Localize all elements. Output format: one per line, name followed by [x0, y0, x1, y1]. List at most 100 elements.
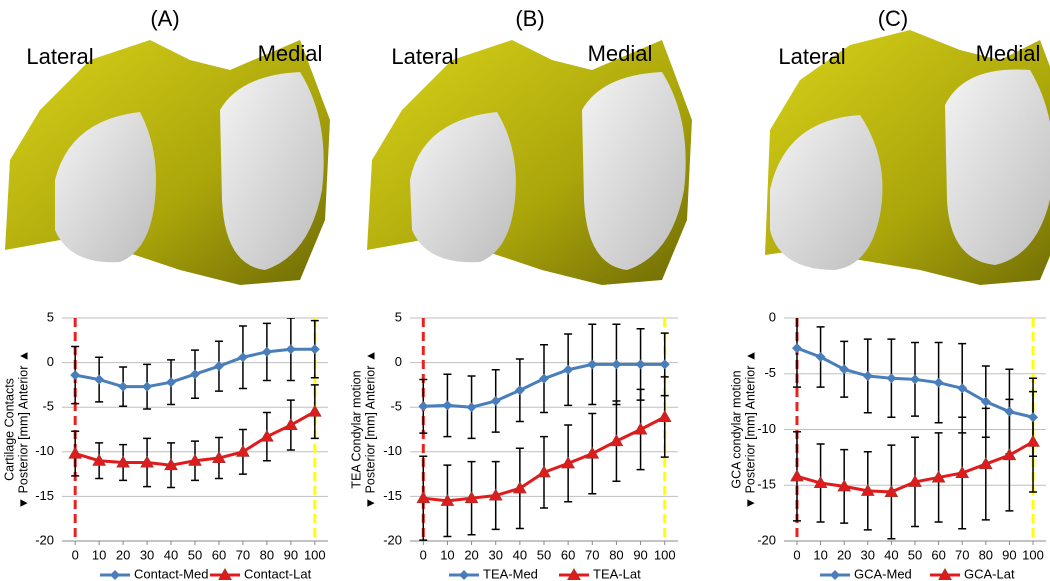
point — [1002, 448, 1017, 461]
point — [931, 470, 946, 483]
x-tick-label: 70 — [955, 547, 969, 562]
x-tick-label: 0 — [420, 547, 427, 562]
point — [657, 410, 672, 423]
point — [790, 469, 804, 482]
point — [283, 418, 298, 431]
x-tick-label: 80 — [979, 547, 993, 562]
side-label: Lateral — [778, 44, 845, 69]
x-tick-label: 80 — [260, 547, 274, 562]
x-tick-label: 10 — [440, 547, 454, 562]
point — [464, 491, 479, 504]
point — [585, 446, 600, 459]
point — [938, 567, 952, 580]
point — [815, 352, 826, 363]
side-label: Lateral — [391, 44, 458, 69]
x-tick-label: 90 — [1002, 547, 1016, 562]
point — [488, 488, 503, 501]
point — [166, 377, 177, 388]
y-axis-label: TEA Condylar motion — [349, 370, 363, 488]
legend-label: GCA-Med — [854, 566, 912, 581]
point — [512, 481, 527, 494]
y-tick-label: -10 — [383, 443, 402, 458]
x-tick-label: 20 — [837, 547, 851, 562]
point — [1026, 434, 1040, 447]
panel-label: (C) — [878, 6, 909, 31]
x-tick-label: 50 — [537, 547, 551, 562]
point — [116, 455, 130, 468]
point — [978, 457, 993, 470]
plot — [790, 318, 1040, 541]
point — [118, 381, 129, 392]
x-tick-label: 70 — [585, 547, 599, 562]
point — [68, 446, 83, 459]
point — [466, 402, 477, 413]
point — [70, 370, 81, 381]
point — [980, 396, 991, 407]
point — [459, 570, 469, 580]
point — [791, 343, 802, 354]
point — [285, 344, 296, 355]
y-tick-label: -20 — [383, 532, 402, 547]
point — [561, 456, 576, 469]
point — [514, 385, 525, 396]
x-tick-label: 70 — [236, 547, 250, 562]
point — [884, 484, 899, 497]
point — [837, 479, 852, 492]
point — [213, 361, 224, 372]
point — [416, 491, 431, 504]
point — [539, 373, 549, 384]
knee-render — [765, 30, 1050, 285]
x-tick-label: 40 — [513, 547, 527, 562]
point — [1028, 412, 1039, 423]
x-tick-label: 100 — [654, 547, 676, 562]
y-axis-label: Cartilage Contacts — [2, 378, 16, 481]
x-tick-label: 30 — [861, 547, 875, 562]
side-label: Medial — [258, 41, 323, 66]
point — [164, 458, 178, 471]
y-tick-label: -5 — [764, 365, 776, 380]
x-tick-label: 50 — [188, 547, 202, 562]
point — [212, 451, 226, 464]
point — [567, 567, 581, 580]
point — [140, 455, 154, 468]
x-tick-label: 0 — [793, 547, 800, 562]
point — [957, 383, 968, 394]
point — [908, 474, 922, 487]
y-tick-label: 0 — [769, 309, 776, 324]
x-tick-label: 30 — [488, 547, 502, 562]
point — [563, 364, 574, 375]
point — [839, 364, 850, 375]
y-tick-label: 0 — [395, 354, 402, 369]
x-tick-label: 20 — [116, 547, 130, 562]
y-tick-label: -10 — [757, 421, 776, 436]
point — [261, 346, 272, 357]
point — [260, 429, 274, 442]
plot — [68, 318, 322, 541]
point — [862, 370, 873, 381]
point — [237, 352, 248, 363]
y-tick-label: 5 — [47, 309, 54, 324]
point — [886, 373, 897, 384]
point — [830, 570, 840, 580]
point — [110, 570, 120, 580]
y-tick-label: 0 — [47, 354, 54, 369]
y-axis-label: GCA condylar motion — [729, 370, 743, 488]
y-tick-label: -5 — [390, 399, 402, 414]
point — [188, 453, 202, 466]
x-tick-label: 20 — [464, 547, 478, 562]
plot — [416, 318, 672, 541]
x-tick-label: 10 — [813, 547, 827, 562]
point — [236, 444, 250, 457]
point — [933, 377, 944, 388]
point — [633, 422, 648, 435]
point — [92, 453, 107, 466]
legend-label: TEA-Lat — [593, 566, 641, 581]
x-tick-label: 80 — [609, 547, 623, 562]
x-tick-label: 10 — [92, 547, 106, 562]
point — [635, 359, 646, 370]
legend-label: GCA-Lat — [964, 566, 1015, 581]
x-tick-label: 100 — [1022, 547, 1044, 562]
y-tick-label: -15 — [35, 488, 54, 503]
point — [190, 369, 200, 380]
